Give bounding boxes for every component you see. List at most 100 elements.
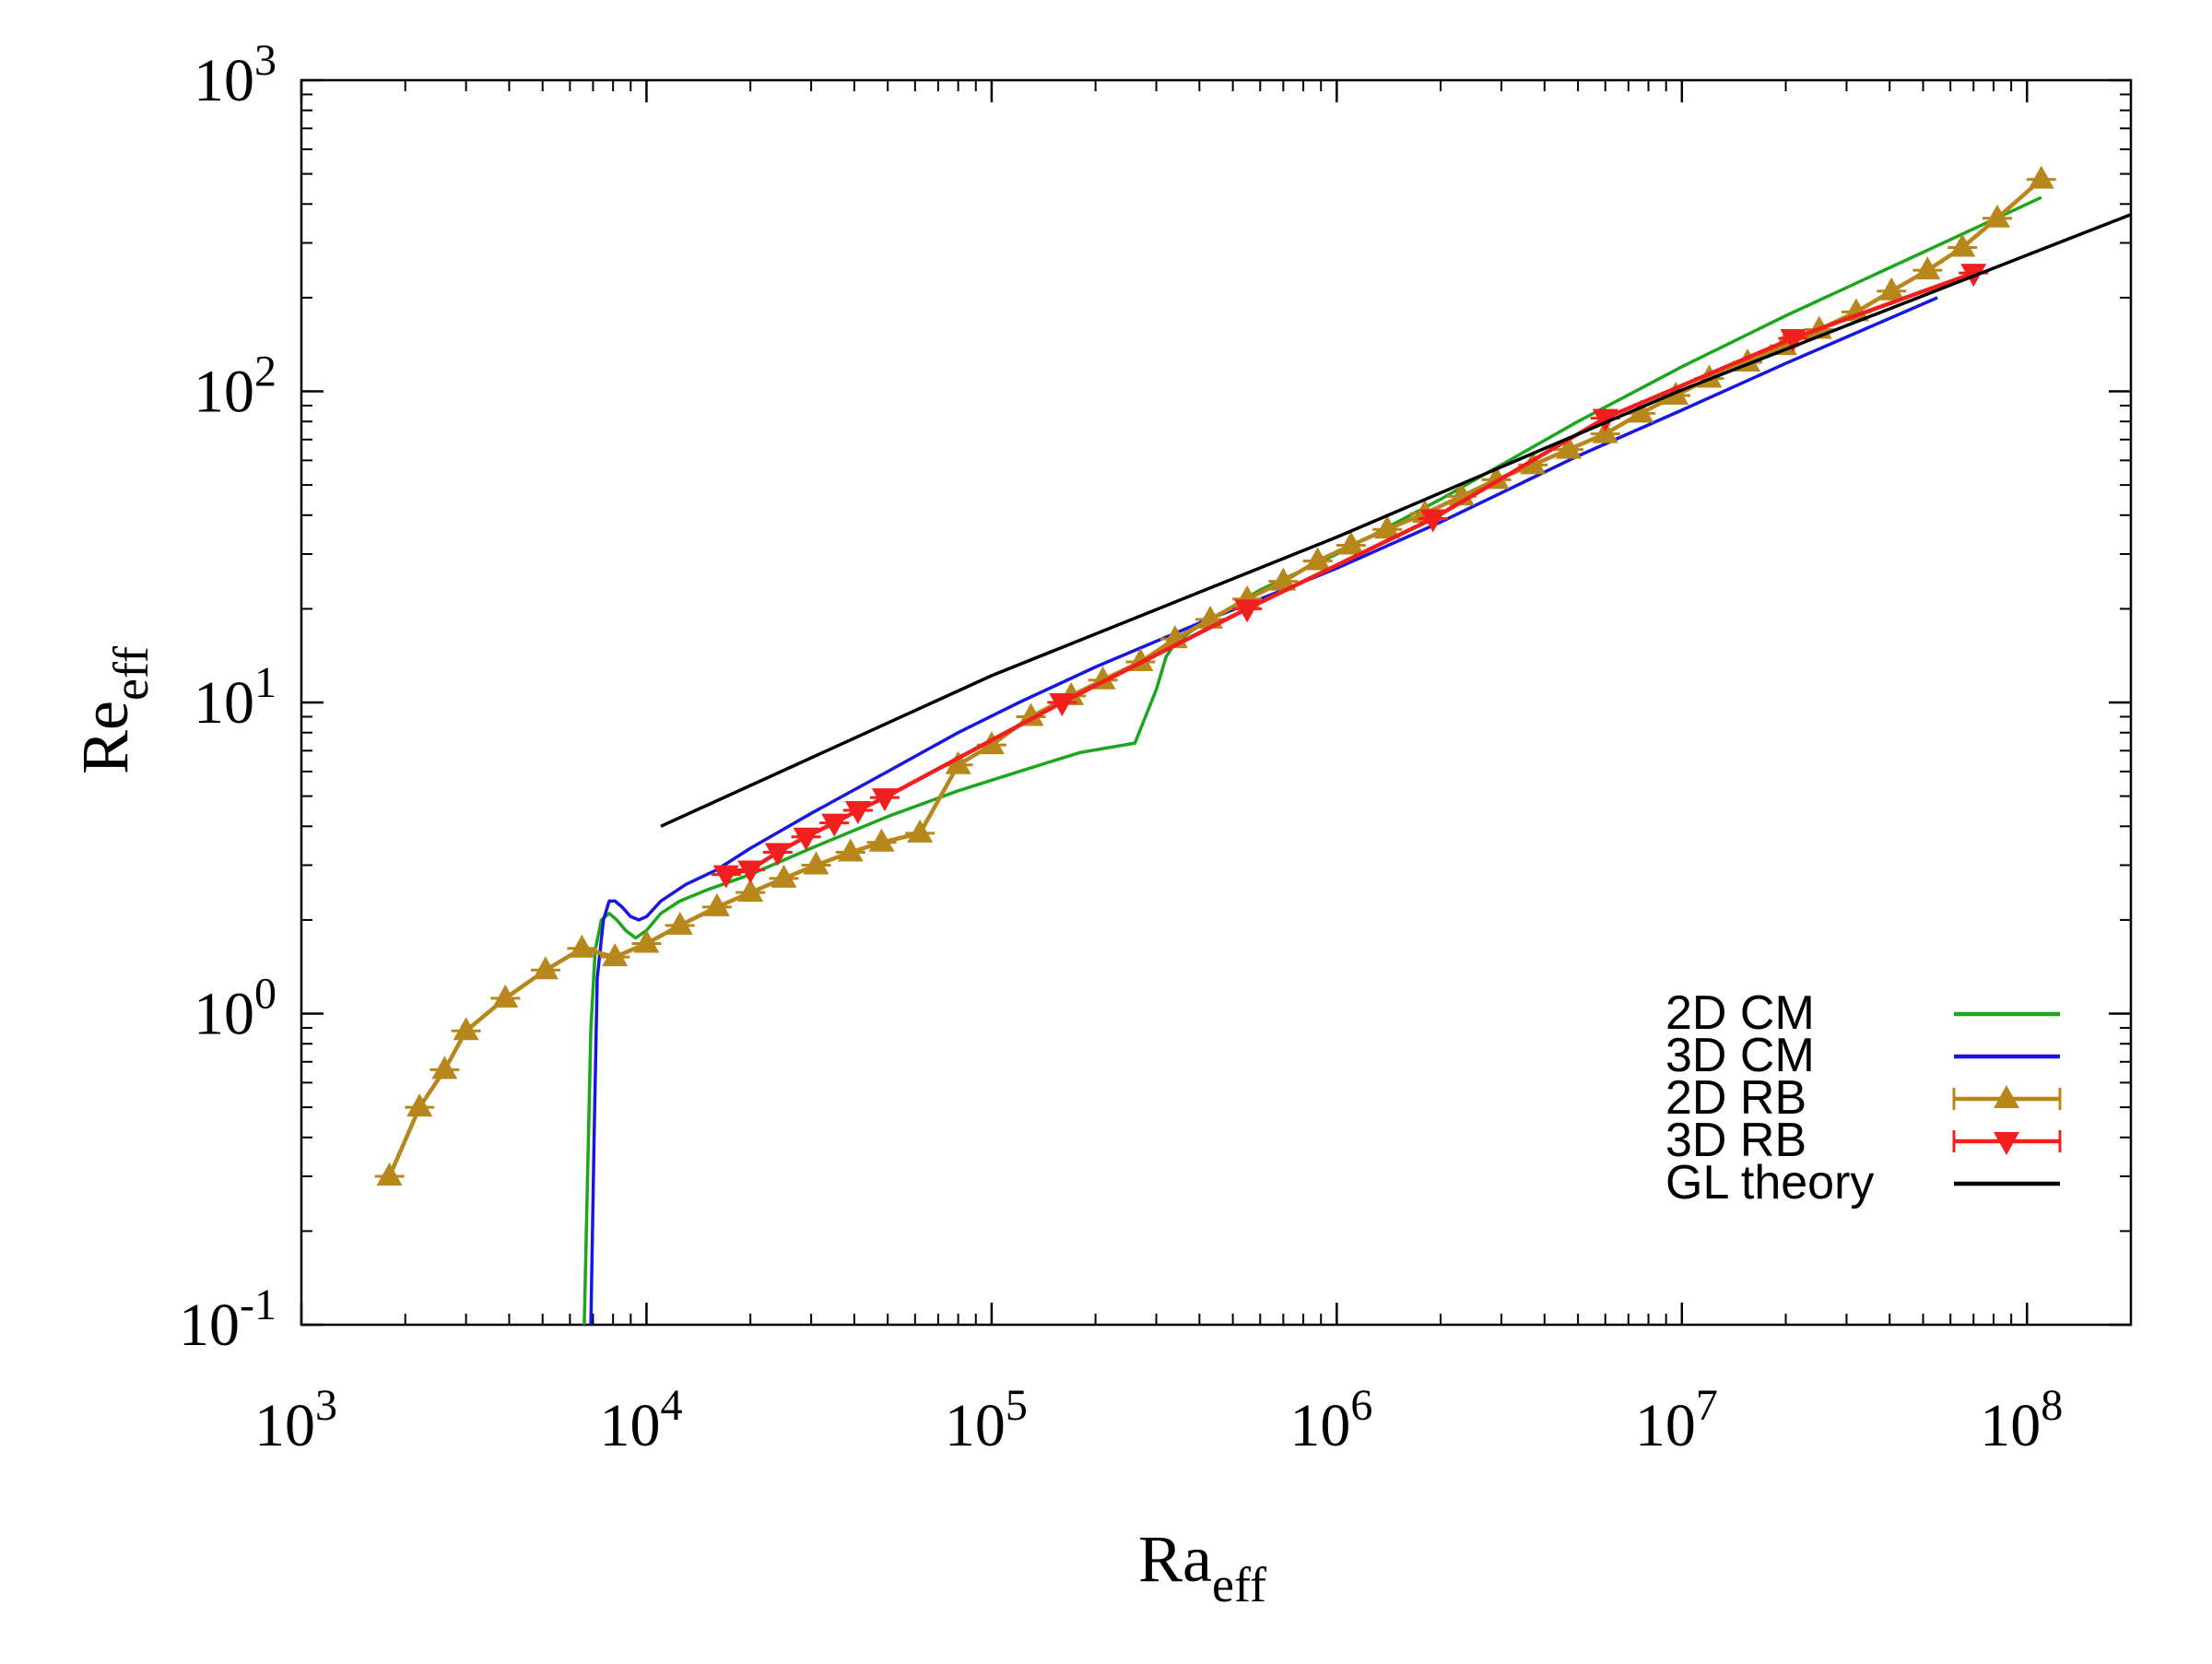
x-axis-label-main: Ra — [1138, 1522, 1212, 1596]
data-point — [837, 838, 864, 862]
data-point — [868, 828, 895, 852]
y-tick-label: 101 — [194, 658, 276, 737]
data-point — [602, 943, 629, 967]
y-tick-label: 103 — [194, 36, 276, 114]
data-point — [431, 1056, 458, 1080]
y-tick-base: 10 — [194, 47, 254, 114]
y-tick-base: 10 — [194, 359, 254, 426]
y-tick-label: 102 — [194, 348, 276, 426]
x-tick-base: 10 — [254, 1392, 315, 1459]
y-tick-base: 10 — [194, 981, 254, 1048]
data-point — [2028, 165, 2054, 189]
x-tick-exp: 3 — [315, 1381, 337, 1430]
x-tick-exp: 5 — [1006, 1381, 1028, 1430]
legend-marker — [1994, 1085, 2019, 1108]
data-point — [771, 864, 797, 888]
y-tick-base: 10 — [194, 669, 254, 737]
data-point — [633, 929, 660, 953]
legend-label: 2D RB — [1665, 1071, 1806, 1125]
x-axis-label-sub: eff — [1212, 1557, 1266, 1612]
y-tick-exp: 1 — [254, 658, 276, 707]
data-point — [666, 911, 693, 935]
data-point — [1049, 693, 1076, 716]
y-tick-label: 10-1 — [179, 1280, 276, 1359]
series-layer — [374, 165, 2132, 1326]
x-tick-label: 107 — [1635, 1381, 1718, 1459]
y-tick-base: 10 — [179, 1292, 240, 1359]
y-tick-exp: 2 — [254, 348, 276, 396]
data-point — [376, 1162, 403, 1186]
data-point — [712, 865, 739, 889]
x-tick-label: 106 — [1289, 1381, 1372, 1459]
data-point — [871, 788, 898, 812]
x-tick-label: 105 — [945, 1381, 1028, 1459]
legend-label: 2D CM — [1665, 986, 1815, 1040]
data-point — [492, 984, 519, 1008]
y-axis-label: Reeff — [68, 646, 159, 774]
series-3d-rb — [711, 264, 1989, 889]
data-point — [1304, 547, 1331, 571]
data-point — [1374, 515, 1401, 539]
legend-label: 3D RB — [1665, 1114, 1806, 1167]
series-line — [589, 296, 1938, 1326]
y-tick-exp: -1 — [240, 1280, 276, 1329]
series-line — [582, 195, 2042, 1326]
x-tick-base: 10 — [599, 1392, 660, 1459]
data-point — [764, 843, 791, 867]
series-gl-theory — [660, 213, 2132, 828]
data-point — [453, 1017, 479, 1041]
major-ticks — [300, 78, 2131, 1327]
x-tick-label: 104 — [599, 1381, 682, 1459]
y-tick-exp: 0 — [254, 970, 276, 1019]
plot-frame — [300, 78, 2133, 1327]
data-point — [1628, 399, 1654, 423]
x-tick-base: 10 — [1635, 1392, 1696, 1459]
y-axis-label-main: Re — [68, 701, 142, 774]
data-point — [793, 827, 819, 851]
data-point — [737, 879, 764, 903]
data-point — [1419, 509, 1446, 533]
legend-marker — [1994, 1132, 2019, 1155]
x-tick-base: 10 — [945, 1392, 1006, 1459]
x-tick-exp: 6 — [1350, 1381, 1372, 1430]
data-point — [1556, 435, 1583, 459]
x-tick-exp: 4 — [660, 1381, 682, 1430]
data-point — [737, 860, 764, 884]
x-tick-base: 10 — [1289, 1392, 1350, 1459]
data-point — [1780, 329, 1806, 353]
y-tick-exp: 3 — [254, 36, 276, 85]
series-line — [660, 213, 2132, 828]
legend-label: 3D CM — [1665, 1029, 1815, 1082]
data-point — [1270, 567, 1297, 591]
x-tick-label: 103 — [254, 1381, 337, 1459]
data-point — [1018, 702, 1044, 726]
x-axis-label: Raeff — [1138, 1522, 1266, 1612]
data-point — [1949, 233, 1976, 257]
x-tick-base: 10 — [1980, 1392, 2041, 1459]
data-point — [1592, 408, 1618, 432]
data-point — [1234, 599, 1261, 623]
data-point — [1914, 256, 1941, 280]
series-2d-cm — [582, 195, 2042, 1326]
data-point — [844, 801, 871, 825]
x-tick-exp: 8 — [2041, 1381, 2063, 1430]
data-point — [1984, 204, 2011, 228]
data-point — [406, 1093, 433, 1117]
legend-label: GL theory — [1665, 1156, 1874, 1210]
series-3d-cm — [589, 296, 1938, 1326]
x-tick-label: 108 — [1980, 1381, 2063, 1459]
minor-ticks — [301, 80, 2131, 1325]
x-tick-exp: 7 — [1696, 1381, 1718, 1430]
data-point — [803, 851, 830, 875]
data-point — [978, 731, 1005, 755]
data-point — [703, 892, 730, 916]
data-point — [907, 819, 934, 843]
data-point — [945, 750, 971, 774]
y-tick-label: 100 — [194, 970, 276, 1048]
series-2d-rb — [374, 165, 2056, 1186]
data-point — [1878, 277, 1905, 301]
